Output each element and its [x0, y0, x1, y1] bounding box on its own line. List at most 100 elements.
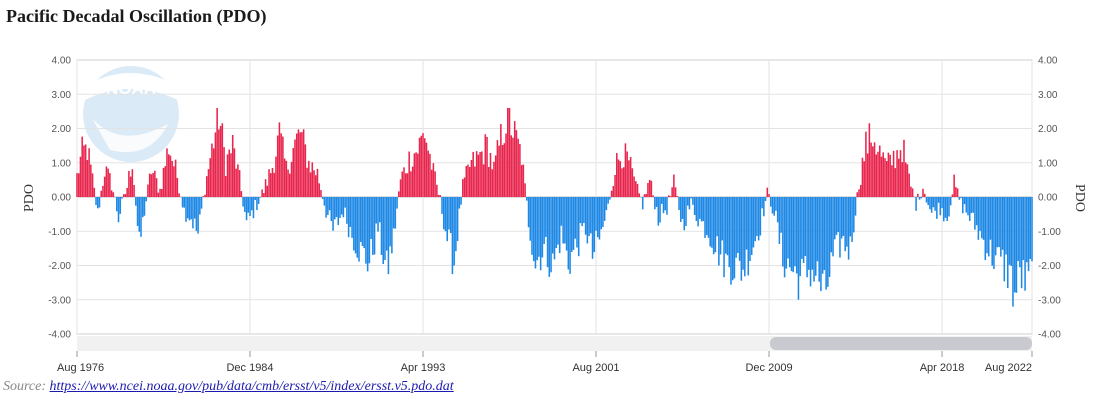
bar-negative: [141, 197, 144, 218]
bar-positive: [152, 172, 154, 197]
bar-negative: [998, 197, 1000, 248]
bar-negative: [977, 197, 980, 240]
bar-negative: [936, 197, 938, 219]
bar-negative: [254, 197, 256, 201]
bar-negative: [695, 197, 698, 221]
bar-positive: [76, 173, 78, 197]
bar-negative: [1026, 197, 1028, 263]
bar-positive: [264, 179, 267, 197]
bar-positive: [226, 154, 229, 197]
bar-positive: [622, 167, 625, 197]
bar-negative: [1031, 197, 1033, 262]
bar-positive: [91, 173, 94, 197]
bar-positive: [90, 164, 92, 197]
bar-positive: [858, 189, 860, 197]
bar-positive: [906, 164, 909, 197]
bar-negative: [930, 197, 933, 213]
bar-positive: [237, 164, 239, 197]
bar-negative: [962, 197, 964, 214]
bar-negative: [844, 197, 846, 252]
bar-negative: [744, 197, 746, 277]
bar-negative: [984, 197, 987, 261]
bar-negative: [558, 197, 561, 254]
bar-negative: [790, 197, 793, 272]
bar-negative: [396, 197, 398, 209]
bar-positive: [230, 153, 232, 197]
bar-negative: [197, 197, 199, 234]
bar-negative: [965, 197, 968, 213]
bar-negative: [387, 197, 390, 275]
bar-negative: [709, 197, 711, 247]
bar-positive: [917, 193, 919, 197]
bar-negative: [1001, 197, 1004, 250]
bar-positive: [100, 190, 102, 197]
bar-positive: [512, 137, 514, 197]
bar-negative: [818, 197, 820, 282]
bar-negative: [534, 197, 537, 269]
bar-positive: [868, 123, 871, 197]
bar-positive: [904, 162, 907, 197]
bar-negative: [749, 197, 751, 261]
bar-positive: [669, 196, 672, 197]
bar-negative: [809, 197, 812, 287]
bar-positive: [112, 192, 115, 197]
bar-negative: [808, 197, 810, 270]
bar-negative: [541, 197, 544, 258]
bar-negative: [529, 197, 532, 241]
chart-title: Pacific Decadal Oscillation (PDO): [6, 6, 267, 26]
bar-negative: [702, 197, 705, 222]
bar-positive: [873, 142, 876, 197]
bar-positive: [899, 150, 902, 197]
bar-negative: [681, 197, 684, 219]
bar-negative: [363, 197, 365, 249]
bar-negative: [738, 197, 741, 261]
bar-positive: [880, 156, 883, 197]
bar-negative: [590, 197, 592, 234]
bar-negative: [195, 197, 198, 231]
bar-negative: [806, 197, 808, 278]
source-link[interactable]: https://www.ncei.noaa.gov/pub/data/cmb/e…: [49, 379, 454, 394]
bar-negative: [827, 197, 829, 287]
bar-negative: [591, 197, 594, 259]
scrollbar-thumb[interactable]: [770, 337, 1032, 350]
bar-negative: [686, 197, 689, 206]
bar-negative: [946, 197, 948, 221]
bar-negative: [1015, 197, 1018, 293]
data-bars: [76, 107, 1033, 307]
bar-negative: [330, 197, 333, 222]
bar-negative: [257, 197, 260, 204]
bar-positive: [463, 177, 466, 197]
bar-negative: [948, 197, 950, 217]
bar-negative: [718, 197, 720, 266]
x-tick-label: Aug 1976: [57, 362, 104, 374]
bar-negative: [771, 197, 774, 214]
bar-negative: [832, 197, 834, 257]
bar-negative: [811, 197, 814, 270]
y-tick-label-right: -4.00: [1038, 330, 1061, 341]
bar-negative: [370, 197, 372, 239]
bar-negative: [776, 197, 779, 223]
bar-positive: [427, 150, 429, 197]
bar-negative: [603, 197, 606, 221]
bar-positive: [301, 132, 303, 197]
bar-positive: [309, 172, 312, 197]
bar-negative: [569, 197, 571, 274]
bar-negative: [249, 197, 251, 217]
y-tick-label-right: -1.00: [1038, 227, 1061, 238]
x-tick-label: Apr 2018: [920, 362, 965, 374]
bar-negative: [455, 197, 457, 252]
bar-negative: [340, 197, 343, 215]
bar-negative: [560, 197, 563, 226]
bar-negative: [773, 197, 775, 216]
bar-negative: [714, 197, 717, 253]
bar-positive: [877, 151, 879, 197]
bar-negative: [666, 197, 668, 215]
bar-positive: [645, 193, 647, 197]
bar-positive: [126, 187, 128, 197]
bar-negative: [723, 197, 725, 278]
bar-negative: [385, 197, 388, 251]
bar-negative: [375, 197, 378, 224]
bar-positive: [432, 163, 435, 197]
bar-negative: [200, 197, 203, 209]
bar-positive: [501, 144, 504, 197]
